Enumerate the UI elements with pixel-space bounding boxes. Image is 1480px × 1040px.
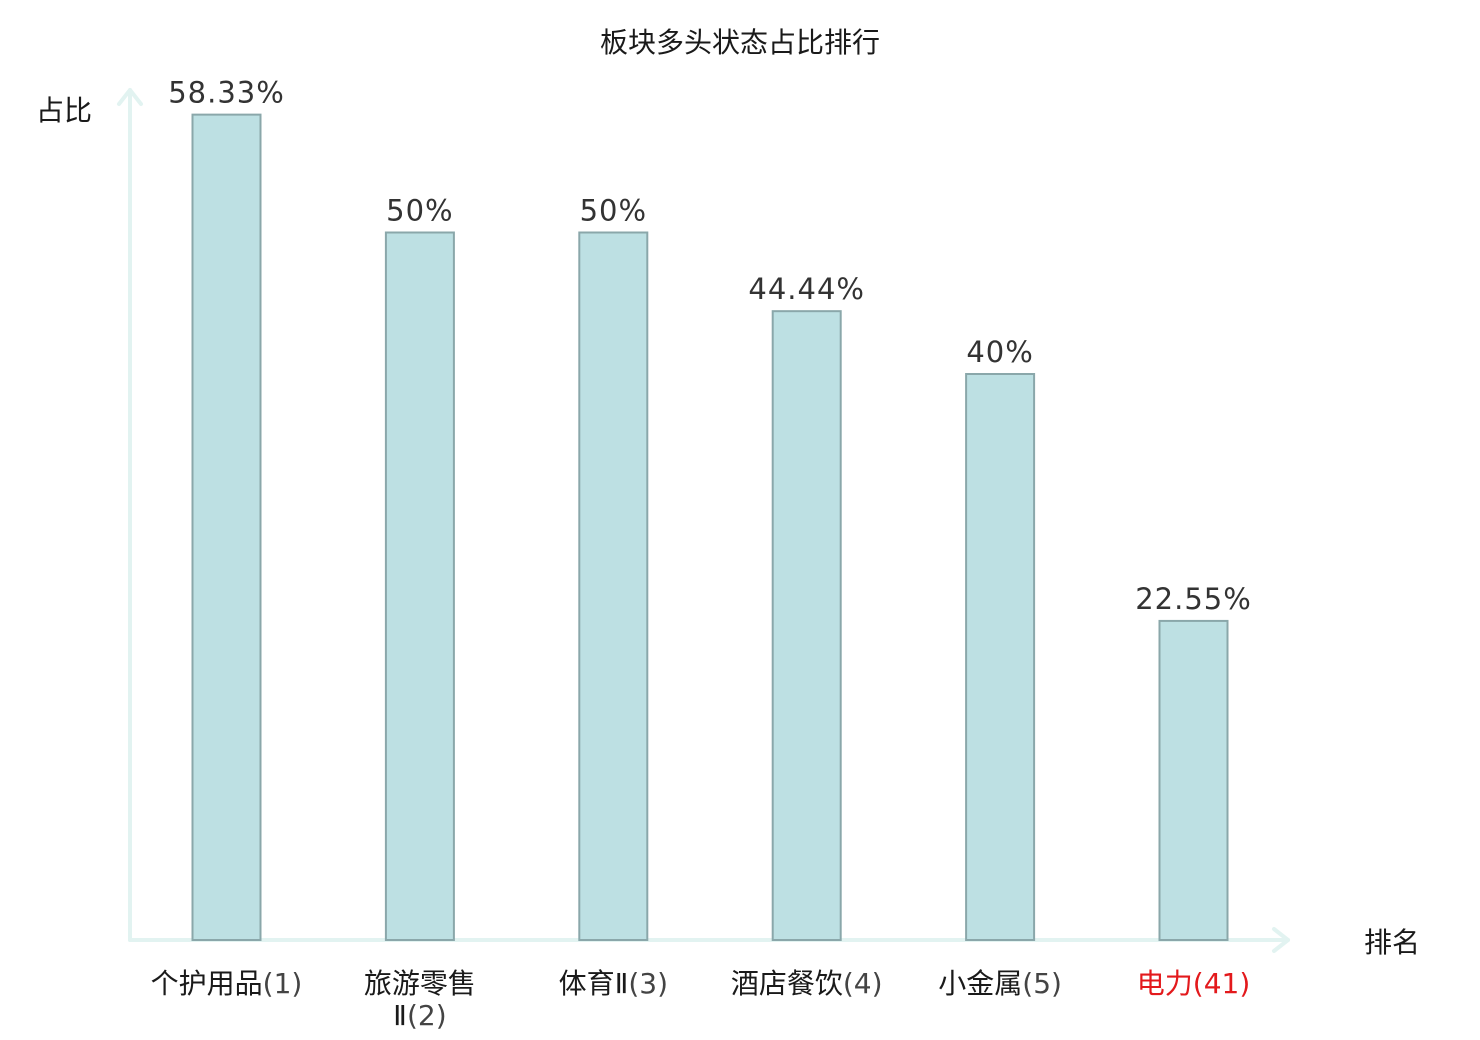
bar-4: [771, 310, 842, 941]
x-axis: [128, 927, 1290, 953]
bars-group: [191, 113, 1229, 942]
bar-1: [191, 113, 262, 942]
bar-6: [1158, 619, 1229, 941]
value-label-5: 40%: [966, 335, 1033, 369]
bar-2: [384, 231, 455, 941]
bar-3: [578, 231, 649, 941]
value-label-2: 50%: [386, 194, 453, 228]
category-label-3: 体育Ⅱ(3): [559, 967, 668, 1000]
value-label-6: 22.55%: [1135, 582, 1252, 616]
value-label-3: 50%: [580, 194, 647, 228]
category-label-5: 小金属(5): [938, 967, 1062, 1000]
bar-5: [965, 373, 1036, 941]
category-label-2: 旅游零售 Ⅱ(2): [364, 967, 476, 1032]
category-label-4: 酒店餐饮(4): [731, 967, 883, 1000]
x-axis-label: 排名: [1364, 926, 1420, 959]
chart-title: 板块多头状态占比排行: [600, 26, 880, 59]
category-label-6: 电力(41): [1137, 967, 1251, 1000]
category-labels-group: 个护用品(1) 旅游零售 Ⅱ(2) 体育Ⅱ(3) 酒店餐饮(4) 小金属(5) 电力(41): [151, 967, 1251, 1032]
category-label-1: 个护用品(1): [151, 967, 303, 1000]
y-axis-label: 占比: [36, 94, 92, 127]
value-label-1: 58.33%: [168, 76, 285, 110]
value-labels-group: 58.33% 50% 50% 44.44% 40% 22.55%: [168, 76, 1252, 616]
y-axis: [117, 88, 143, 942]
value-label-4: 44.44%: [748, 272, 865, 306]
